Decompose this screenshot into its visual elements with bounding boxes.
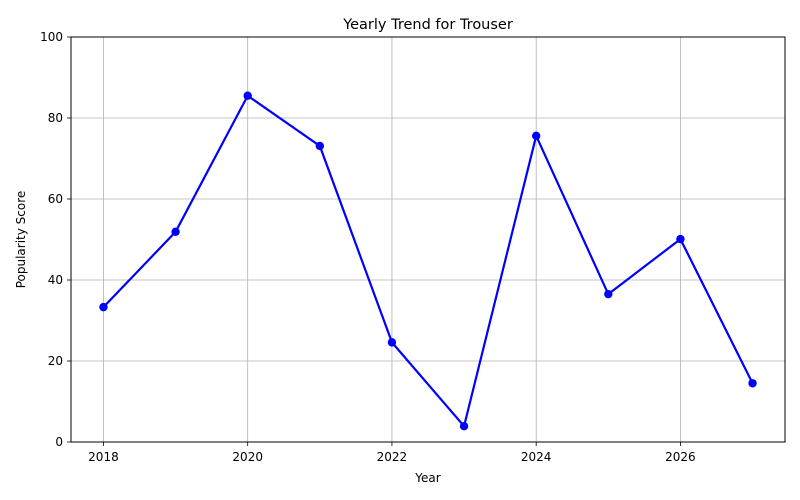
data-point [604,289,613,299]
x-tick-label: 2026 [665,450,696,464]
data-point [315,141,325,151]
data-point [99,302,108,312]
y-axis-label: Popularity Score [14,191,28,289]
ticks: 2018 2020 2022 2024 2026 0 20 40 60 80 100 [40,30,696,464]
data-point [171,227,180,237]
x-tick-label: 2018 [88,450,119,464]
data-point [748,379,757,388]
y-tick-label: 100 [40,30,63,44]
data-point [387,338,397,347]
y-tick-label: 80 [48,111,63,125]
x-tick-label: 2024 [521,450,552,464]
x-axis-label: Year [414,471,440,485]
data-point [531,131,541,141]
chart-title: Yearly Trend for Trouser [342,17,513,33]
y-tick-label: 0 [55,435,63,449]
x-tick-label: 2020 [232,450,263,464]
series-line [102,94,754,428]
y-tick-label: 60 [48,192,63,206]
data-point [459,422,469,431]
data-point [243,91,252,100]
y-tick-label: 40 [48,273,63,287]
x-tick-label: 2022 [377,450,408,464]
y-tick-label: 20 [48,354,63,368]
series-layer [99,91,757,431]
plot-frame [70,36,786,443]
data-point [676,234,685,244]
